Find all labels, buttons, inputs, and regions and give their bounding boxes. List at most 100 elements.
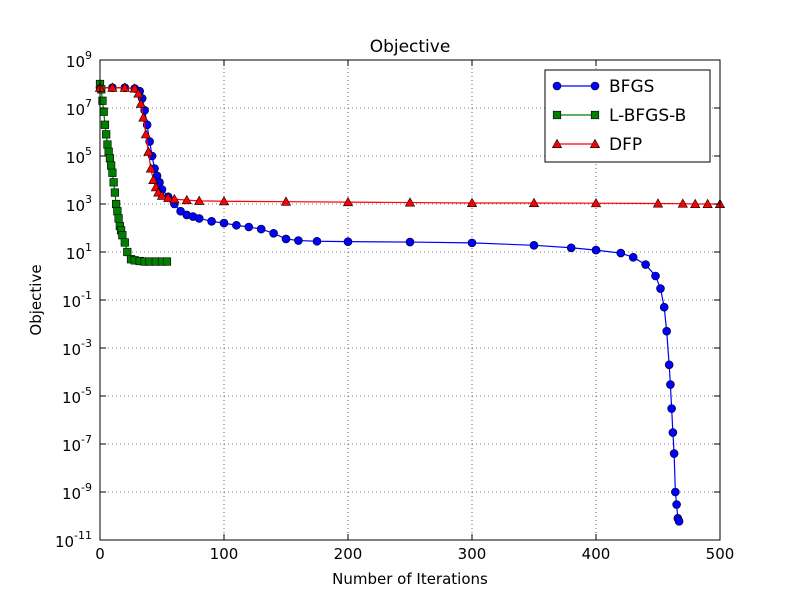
y-tick-label: 10-1 [62,289,92,311]
y-tick-label: 10-7 [62,433,92,455]
data-point-dfp [404,197,416,207]
data-point-bfgs [232,220,241,230]
data-point-bfgs [672,500,681,509]
data-point-dfp [107,82,118,92]
y-tick-label: 10-11 [55,529,92,551]
x-tick-label: 0 [95,545,105,563]
data-point-l-bfgs-b [118,231,127,240]
series-dfp [94,82,726,208]
legend-marker-l-bfgs-b [552,110,562,120]
series-layer [94,79,726,526]
data-point-dfp [342,196,354,207]
data-point-bfgs [659,302,669,312]
chart-title: Objective [370,37,451,57]
data-point-l-bfgs-b [105,154,115,163]
data-point-bfgs [176,206,185,216]
data-point-dfp [140,129,151,139]
data-point-l-bfgs-b [100,120,110,129]
data-point-l-bfgs-b [162,257,172,266]
x-tick-label: 100 [210,545,239,563]
data-point-bfgs [269,229,278,238]
legend-marker-l-bfgs-b [590,110,600,120]
data-point-dfp [138,112,149,122]
data-point-dfp [280,196,292,206]
data-point-dfp [135,98,147,108]
data-point-bfgs [656,284,665,293]
data-point-bfgs [281,234,291,244]
axis-ticks: 0 100 200 300 400 500 10-11 10-9 10-7 10-5 10-3 10-… [55,49,734,563]
legend-marker-dfp [551,138,563,148]
x-tick-label: 500 [706,545,735,563]
data-point-dfp [690,198,701,208]
data-point-dfp [702,198,713,208]
x-tick-label: 200 [334,545,363,563]
data-point-bfgs [566,243,576,253]
data-point-l-bfgs-b [120,238,129,247]
data-point-dfp [133,88,144,98]
data-point-l-bfgs-b [102,130,111,139]
data-point-bfgs [674,517,684,526]
data-point-bfgs [671,487,680,497]
legend-box [544,69,711,163]
data-point-bfgs [294,236,303,245]
legend-label-l-bfgs-b: L-BFGS-B [609,106,686,126]
data-point-dfp [163,192,174,202]
data-point-dfp [652,198,664,208]
legend-marker-dfp [589,138,601,148]
data-point-l-bfgs-b [107,161,116,170]
data-point-dfp [466,197,478,207]
data-point-bfgs [343,237,353,246]
data-point-dfp [156,190,168,200]
legend-label-dfp: DFP [609,135,642,155]
data-point-dfp [677,198,688,208]
legend: BFGS L-BFGS-B DFP [544,69,711,163]
data-point-bfgs [256,224,266,234]
y-tick-label: 101 [66,241,92,263]
data-point-bfgs [669,449,679,458]
y-axis-label: Objective [27,264,45,335]
x-tick-label: 300 [458,545,487,563]
y-tick-label: 103 [66,193,92,215]
data-point-bfgs [667,404,676,413]
data-point-dfp [181,194,192,205]
data-point-dfp [528,197,540,207]
data-point-dfp [590,197,602,208]
data-point-bfgs [405,237,415,247]
data-point-bfgs [467,238,477,248]
data-point-l-bfgs-b [99,107,108,116]
data-point-dfp [143,146,154,156]
data-point-dfp [194,195,205,205]
data-point-dfp [145,163,156,173]
data-point-l-bfgs-b [123,247,132,257]
data-point-l-bfgs-b [113,207,122,216]
legend-marker-bfgs [552,81,562,91]
data-point-l-bfgs-b [110,188,119,197]
data-point-l-bfgs-b [108,168,117,177]
data-point-bfgs [194,214,204,223]
data-point-bfgs [219,218,229,228]
y-tick-label: 107 [66,97,92,119]
y-tick-label: 109 [66,49,92,71]
data-point-dfp [119,82,130,92]
x-tick-label: 400 [582,545,611,563]
data-point-dfp [148,174,159,184]
data-point-bfgs [207,217,216,226]
data-point-bfgs [312,236,322,246]
data-point-bfgs [616,248,626,258]
data-point-bfgs [662,326,671,336]
data-point-l-bfgs-b [114,214,123,223]
x-axis-label: Number of Iterations [332,570,488,588]
y-tick-label: 105 [66,145,92,167]
legend-label-bfgs: BFGS [609,77,654,97]
data-point-bfgs [666,380,675,389]
data-point-bfgs [668,428,678,437]
data-point-l-bfgs-b [98,96,107,105]
legend-entry-l-bfgs-b: L-BFGS-B [552,106,686,126]
legend-entry-bfgs: BFGS [552,77,654,97]
data-point-bfgs [244,222,254,232]
data-point-bfgs [591,245,601,255]
data-point-bfgs [529,241,539,250]
data-point-dfp [218,196,230,206]
legend-marker-bfgs [590,81,600,91]
